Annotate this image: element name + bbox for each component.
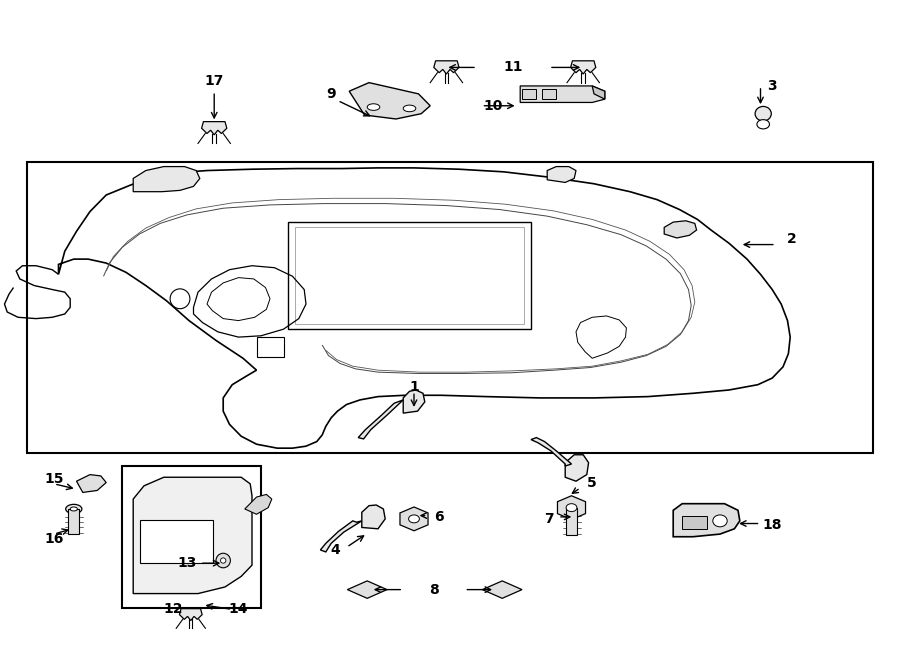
Polygon shape bbox=[362, 505, 385, 529]
Polygon shape bbox=[58, 168, 790, 448]
Text: 18: 18 bbox=[762, 518, 782, 533]
Polygon shape bbox=[245, 494, 272, 514]
Text: 14: 14 bbox=[229, 602, 248, 617]
Bar bbox=[27, 162, 873, 453]
Bar bbox=[295, 227, 524, 324]
Text: 15: 15 bbox=[44, 472, 64, 486]
Polygon shape bbox=[434, 61, 459, 74]
Ellipse shape bbox=[713, 515, 727, 527]
Text: 3: 3 bbox=[768, 79, 777, 93]
Polygon shape bbox=[531, 438, 572, 466]
Polygon shape bbox=[403, 390, 425, 413]
Polygon shape bbox=[347, 581, 387, 598]
Ellipse shape bbox=[403, 105, 416, 112]
Polygon shape bbox=[664, 221, 697, 238]
Ellipse shape bbox=[566, 504, 577, 512]
Text: 8: 8 bbox=[429, 582, 438, 597]
Polygon shape bbox=[133, 477, 252, 594]
Polygon shape bbox=[179, 609, 203, 621]
Polygon shape bbox=[547, 167, 576, 182]
Polygon shape bbox=[133, 167, 200, 192]
Polygon shape bbox=[358, 400, 403, 439]
Text: 7: 7 bbox=[544, 512, 554, 526]
Ellipse shape bbox=[66, 504, 82, 514]
Polygon shape bbox=[673, 504, 740, 537]
Bar bbox=[256, 337, 284, 357]
Polygon shape bbox=[576, 316, 626, 358]
Text: 16: 16 bbox=[44, 531, 64, 546]
Polygon shape bbox=[482, 581, 522, 598]
Ellipse shape bbox=[409, 515, 419, 523]
Text: 9: 9 bbox=[327, 87, 336, 101]
Polygon shape bbox=[520, 86, 605, 102]
Bar bbox=[288, 222, 531, 329]
Bar bbox=[566, 508, 577, 535]
Text: 2: 2 bbox=[788, 232, 796, 247]
Text: 5: 5 bbox=[588, 475, 597, 490]
Polygon shape bbox=[76, 475, 106, 492]
Ellipse shape bbox=[220, 558, 226, 563]
Polygon shape bbox=[592, 86, 605, 99]
Polygon shape bbox=[320, 521, 362, 552]
Ellipse shape bbox=[70, 507, 77, 511]
Bar bbox=[140, 520, 213, 563]
Bar bbox=[68, 509, 79, 534]
Text: 10: 10 bbox=[483, 98, 503, 113]
Polygon shape bbox=[202, 122, 227, 135]
Bar bbox=[542, 89, 556, 99]
Ellipse shape bbox=[755, 106, 771, 121]
Polygon shape bbox=[571, 61, 596, 74]
Text: 4: 4 bbox=[331, 543, 340, 557]
Text: 12: 12 bbox=[163, 602, 183, 617]
Polygon shape bbox=[565, 455, 589, 481]
Text: 13: 13 bbox=[177, 556, 197, 570]
Text: 17: 17 bbox=[204, 73, 224, 88]
Text: 6: 6 bbox=[435, 510, 444, 524]
Bar bbox=[522, 89, 536, 99]
Text: 11: 11 bbox=[503, 60, 523, 75]
Ellipse shape bbox=[367, 104, 380, 110]
Text: 1: 1 bbox=[410, 379, 418, 394]
Ellipse shape bbox=[216, 553, 230, 568]
Ellipse shape bbox=[757, 120, 770, 129]
Polygon shape bbox=[349, 83, 430, 119]
Bar bbox=[122, 466, 261, 608]
Bar bbox=[682, 516, 707, 529]
